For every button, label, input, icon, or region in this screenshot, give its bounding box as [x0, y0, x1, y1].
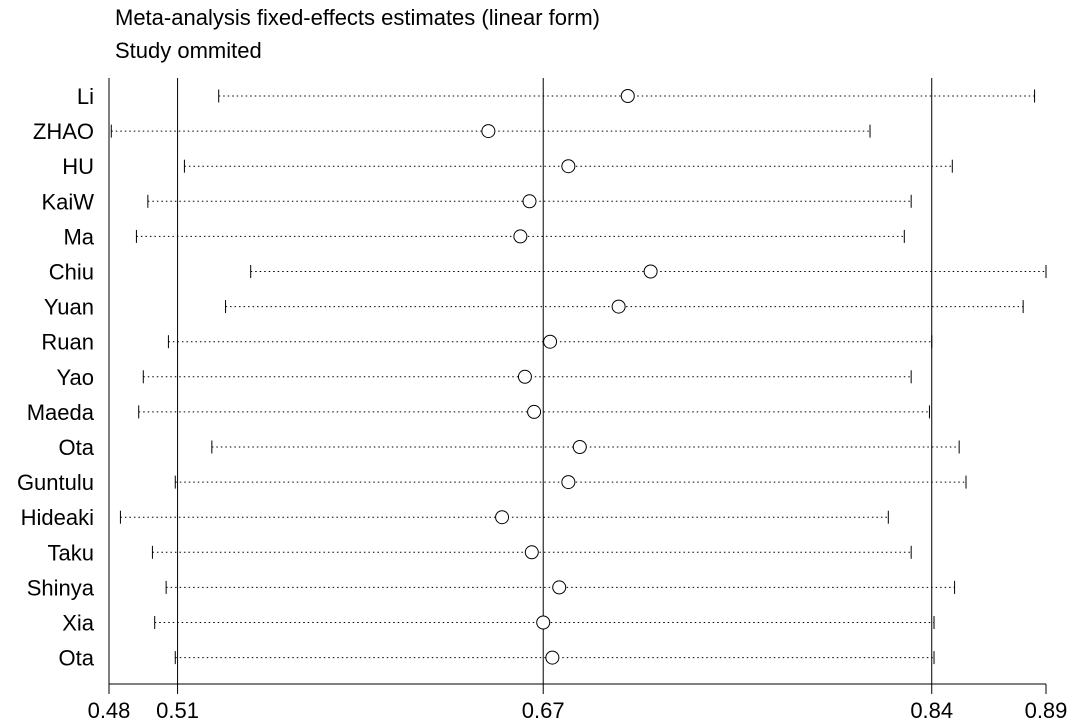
study-label: Yuan: [44, 295, 94, 320]
study-row: Guntulu: [17, 470, 967, 495]
study-row: Xia: [62, 611, 935, 636]
study-label: HU: [62, 154, 94, 179]
estimate-point: [517, 369, 532, 384]
estimate-point: [513, 229, 528, 244]
study-row: Maeda: [27, 400, 930, 425]
study-label: Ma: [63, 224, 94, 249]
study-row: KaiW: [41, 189, 912, 214]
x-axis: 0.48 0.51 0.67 0.84 0.89: [88, 683, 1068, 722]
estimate-point: [561, 475, 576, 490]
study-label: Yao: [56, 365, 94, 390]
x-tick-label: 0.67: [522, 698, 565, 722]
chart-subtitle: Study ommited: [115, 38, 262, 63]
study-label: ZHAO: [33, 119, 94, 144]
study-row: Li: [77, 84, 1036, 109]
x-tick-label: 0.51: [156, 698, 199, 722]
reference-lines: [108, 78, 933, 684]
study-label: Chiu: [49, 260, 94, 285]
study-row: Hideaki: [21, 505, 889, 530]
estimate-point: [524, 545, 539, 560]
study-label: Maeda: [27, 400, 95, 425]
estimate-point: [561, 159, 576, 174]
estimate-point: [536, 615, 551, 630]
x-tick-label: 0.89: [1025, 698, 1068, 722]
estimate-point: [495, 510, 510, 525]
study-row: ZHAO: [33, 119, 871, 144]
study-row: HU: [62, 154, 953, 179]
estimate-point: [620, 89, 635, 103]
estimate-point: [522, 194, 537, 209]
study-label: Ota: [59, 646, 95, 671]
estimate-point: [552, 580, 567, 595]
estimate-point: [527, 404, 542, 419]
estimate-point: [545, 650, 560, 665]
study-label: Xia: [62, 611, 95, 636]
study-row: Yuan: [44, 295, 1024, 320]
study-label: Taku: [48, 540, 94, 565]
chart-title: Meta-analysis fixed-effects estimates (l…: [115, 5, 600, 30]
study-rows: Li ZHAO HU KaiW Ma Chiu Yuan Ruan Yao Maeda Ota Gun…: [17, 84, 1047, 671]
study-row: Shinya: [27, 575, 956, 600]
estimate-point: [643, 264, 658, 279]
study-row: Ma: [63, 224, 905, 249]
x-tick-label: 0.84: [910, 698, 953, 722]
x-tick-label: 0.48: [88, 698, 131, 722]
estimate-point: [611, 299, 626, 314]
study-label: Guntulu: [17, 470, 94, 495]
estimate-point: [572, 440, 587, 454]
study-label: Shinya: [27, 575, 95, 600]
study-label: KaiW: [41, 189, 94, 214]
study-row: Ota: [59, 435, 960, 460]
study-row: Taku: [48, 540, 912, 565]
study-label: Ruan: [41, 330, 94, 355]
study-row: Chiu: [49, 260, 1047, 285]
study-row: Yao: [56, 365, 912, 390]
estimate-point: [481, 124, 496, 139]
study-row: Ota: [59, 646, 935, 671]
study-label: Ota: [59, 435, 95, 460]
estimate-point: [543, 334, 558, 349]
study-label: Hideaki: [21, 505, 94, 530]
study-row: Ruan: [41, 330, 933, 355]
study-label: Li: [77, 84, 94, 109]
